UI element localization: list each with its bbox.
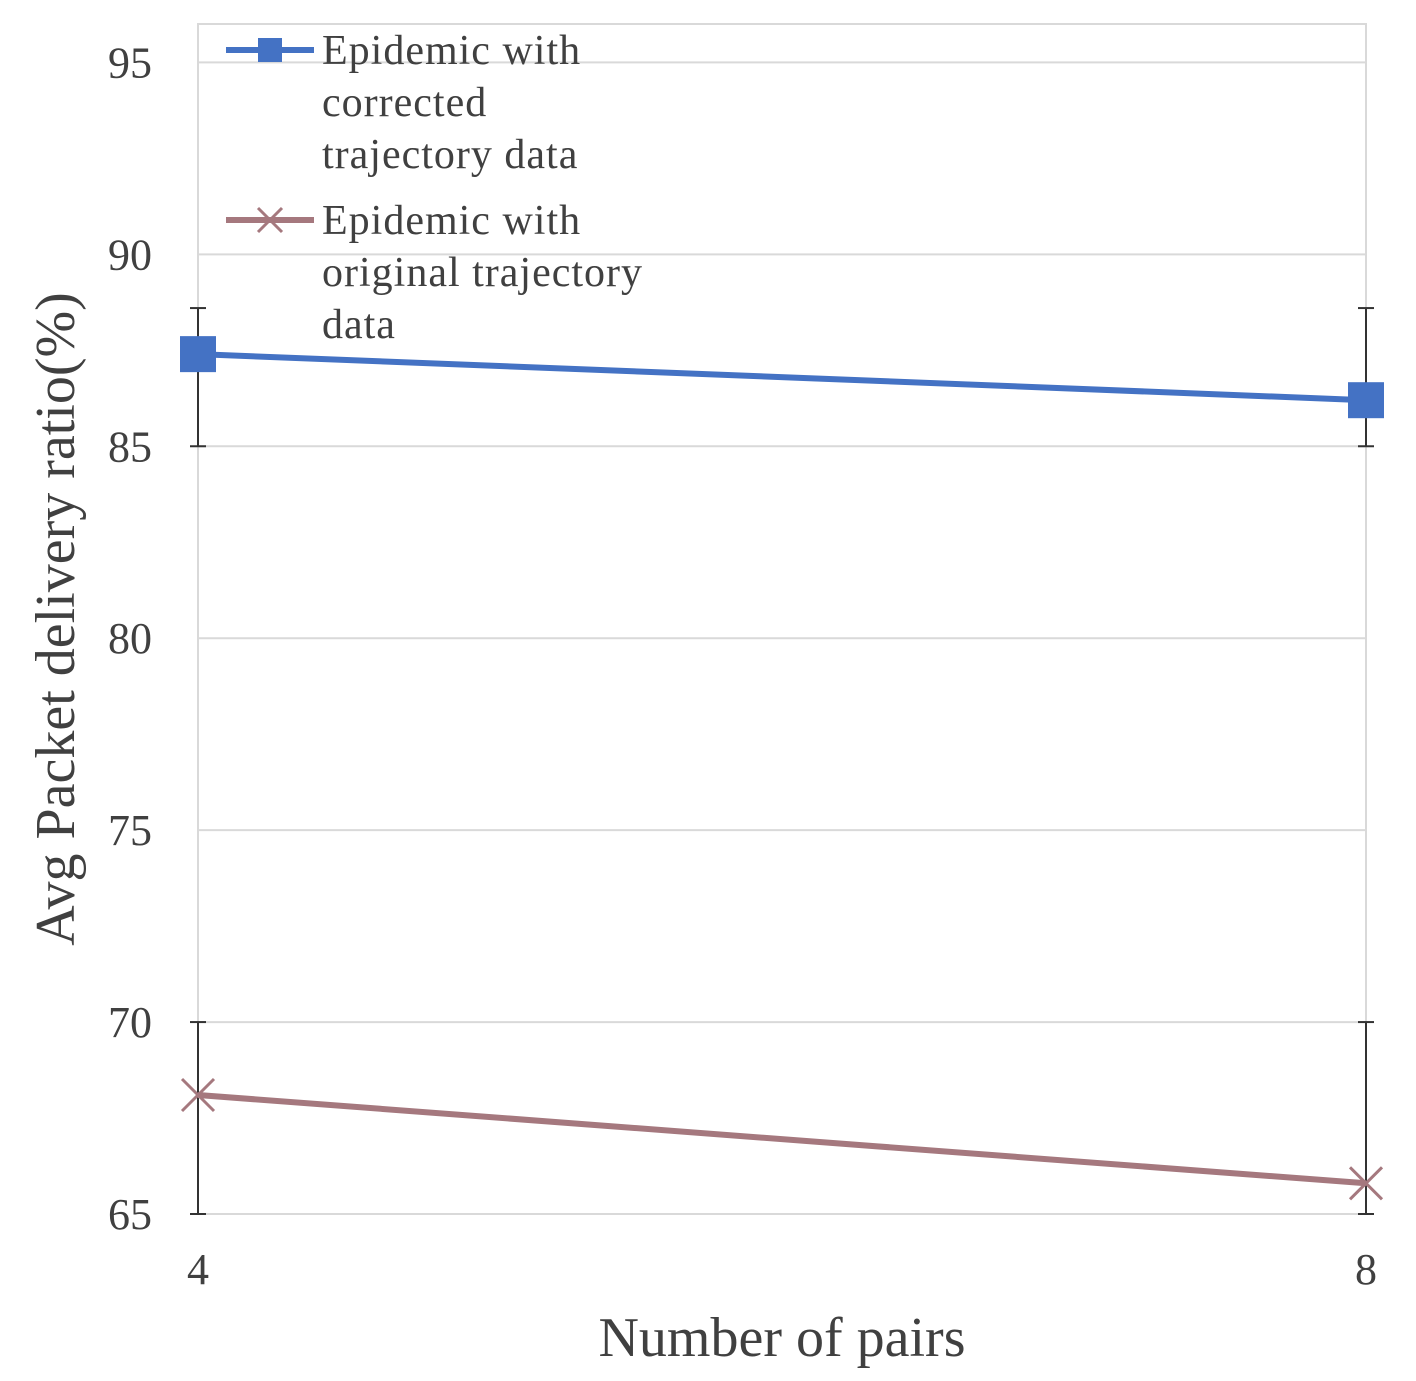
legend-label-1: Epidemic with	[322, 28, 581, 74]
data-point-x-stroke	[1348, 1166, 1384, 1201]
legend-label-2: Epidemic with	[322, 198, 581, 244]
series-line-2	[197, 1092, 1367, 1187]
y-tick-label: 80	[108, 614, 152, 663]
y-tick-label: 75	[108, 806, 152, 855]
y-axis-title: Avg Packet delivery ratio(%)	[25, 292, 87, 946]
legend-label-2: original trajectory	[322, 250, 643, 296]
x-axis-title: Number of pairs	[598, 1307, 965, 1369]
series-line-1	[197, 351, 1367, 404]
legend-label-1: corrected	[322, 80, 487, 126]
y-tick-label: 85	[108, 422, 152, 471]
y-tick-label: 65	[108, 1190, 152, 1239]
y-tick-label: 70	[108, 998, 152, 1047]
legend-label-2: data	[322, 302, 396, 348]
legend-label-1: trajectory data	[322, 132, 578, 178]
legend-marker-x	[256, 206, 284, 234]
legend-marker-square	[258, 38, 282, 62]
y-tick-label: 95	[108, 38, 152, 87]
x-tick-label: 8	[1355, 1245, 1377, 1294]
x-tick-label: 4	[187, 1245, 209, 1294]
data-point-x	[1348, 1166, 1384, 1201]
y-tick-label: 90	[108, 230, 152, 279]
data-point-square	[1348, 382, 1384, 419]
data-point-x-stroke	[180, 1077, 216, 1113]
data-point-square	[180, 336, 216, 373]
data-point-x	[180, 1077, 216, 1113]
